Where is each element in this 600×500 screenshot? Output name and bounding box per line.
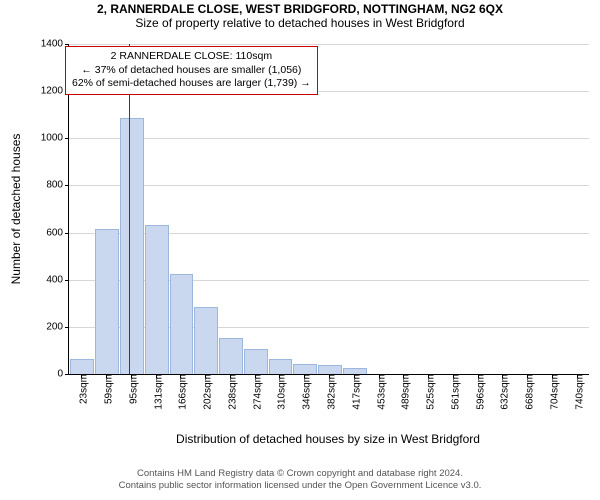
ytick-label: 0 (57, 369, 69, 380)
xtick-label: 453sqm (370, 374, 387, 410)
xtick-label: 274sqm (246, 374, 263, 410)
xtick-label: 525sqm (420, 374, 437, 410)
bar (269, 359, 293, 374)
ytick-label: 1000 (41, 133, 69, 144)
xtick-label: 131sqm (147, 374, 164, 410)
bar (219, 338, 243, 374)
bar (244, 349, 268, 374)
xtick-label: 417sqm (345, 374, 362, 410)
xtick-label: 23sqm (73, 374, 90, 404)
bar (95, 229, 119, 374)
xtick-label: 346sqm (296, 374, 313, 410)
bar (170, 274, 194, 374)
xtick-label: 740sqm (568, 374, 585, 410)
bar (293, 364, 317, 374)
xtick-label: 632sqm (494, 374, 511, 410)
ytick-label: 800 (46, 180, 69, 191)
gridline (69, 44, 589, 45)
ytick-label: 200 (46, 321, 69, 332)
annotation-line2: ← 37% of detached houses are smaller (1,… (72, 64, 311, 78)
annotation-box: 2 RANNERDALE CLOSE: 110sqm ← 37% of deta… (65, 46, 318, 95)
xtick-label: 489sqm (395, 374, 412, 410)
bar (194, 307, 218, 374)
xtick-label: 59sqm (98, 374, 115, 404)
annotation-line3: 62% of semi-detached houses are larger (… (72, 77, 311, 91)
bar (70, 359, 94, 374)
xtick-label: 166sqm (172, 374, 189, 410)
gridline (69, 138, 589, 139)
y-axis-label: Number of detached houses (9, 134, 23, 285)
bar (318, 365, 342, 374)
annotation-line1: 2 RANNERDALE CLOSE: 110sqm (72, 50, 311, 64)
ytick-label: 400 (46, 274, 69, 285)
xtick-label: 561sqm (444, 374, 461, 410)
xtick-label: 668sqm (519, 374, 536, 410)
xtick-label: 238sqm (221, 374, 238, 410)
xtick-label: 95sqm (122, 374, 139, 404)
xtick-label: 310sqm (271, 374, 288, 410)
bar (145, 225, 169, 375)
xtick-label: 596sqm (469, 374, 486, 410)
bar (120, 118, 144, 374)
x-axis-label: Distribution of detached houses by size … (176, 432, 480, 446)
xtick-label: 704sqm (543, 374, 560, 410)
gridline (69, 185, 589, 186)
attribution-footer: Contains HM Land Registry data © Crown c… (0, 468, 600, 492)
ytick-label: 600 (46, 227, 69, 238)
footer-line1: Contains HM Land Registry data © Crown c… (0, 468, 600, 480)
footer-line2: Contains public sector information licen… (0, 480, 600, 492)
xtick-label: 382sqm (321, 374, 338, 410)
xtick-label: 202sqm (197, 374, 214, 410)
